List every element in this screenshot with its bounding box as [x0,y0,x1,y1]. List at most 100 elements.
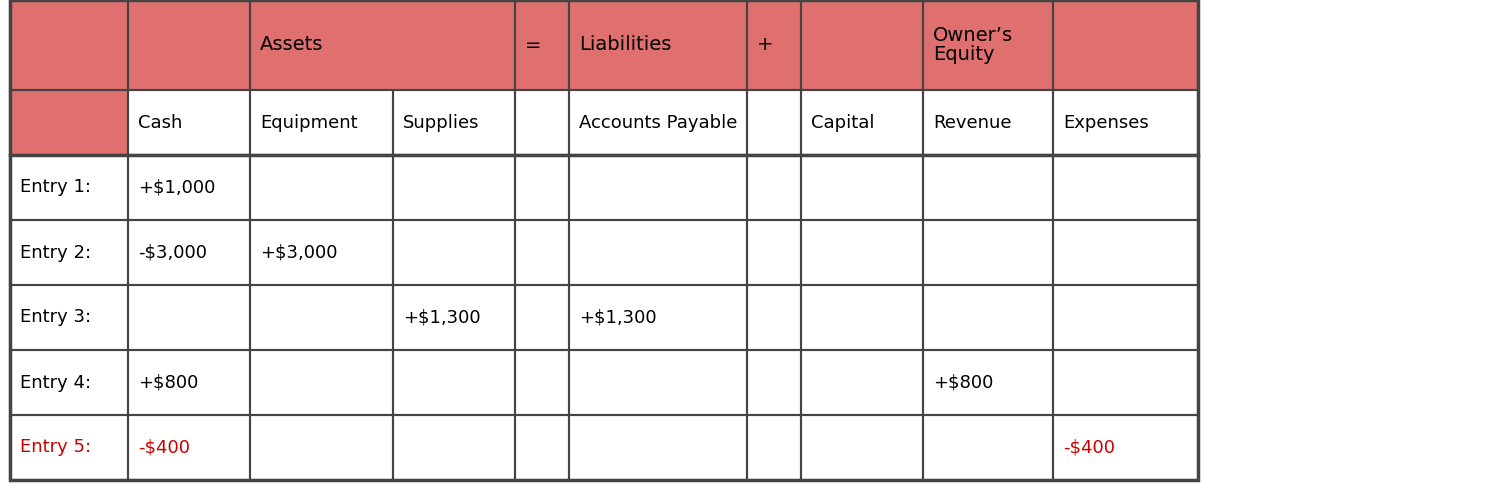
Bar [393,285,515,350]
Bar [251,0,515,90]
Bar [923,90,1052,155]
Bar [128,415,251,480]
Bar [251,220,393,285]
Bar [1052,350,1197,415]
Text: Equipment: Equipment [260,114,358,131]
Bar [251,350,393,415]
Bar [800,285,923,350]
Bar [515,415,569,480]
Text: Entry 3:: Entry 3: [20,309,91,326]
Bar [515,155,569,220]
Text: Entry 4:: Entry 4: [20,373,91,392]
Bar [569,155,747,220]
Bar [1052,90,1197,155]
Bar [128,90,251,155]
Bar [515,285,569,350]
Bar [923,415,1052,480]
Bar [800,350,923,415]
Bar [128,220,251,285]
Bar [515,220,569,285]
Bar [515,350,569,415]
Bar [251,220,393,285]
Bar [923,155,1052,220]
Bar [11,0,1197,480]
Bar [800,220,923,285]
Bar [393,155,515,220]
Bar [128,285,251,350]
Bar [923,220,1052,285]
Bar [251,285,393,350]
Bar [747,220,800,285]
Text: Assets: Assets [260,35,323,54]
Text: Equity: Equity [933,45,995,64]
Bar [128,0,251,90]
Bar [11,155,128,220]
Bar [747,155,800,220]
Bar [515,415,569,480]
Bar [569,350,747,415]
Text: -$400: -$400 [1063,439,1114,457]
Bar [923,220,1052,285]
Bar [569,155,747,220]
Bar [251,90,393,155]
Text: Entry 5:: Entry 5: [20,439,91,457]
Bar [569,220,747,285]
Bar [800,415,923,480]
Bar [393,415,515,480]
Text: -$3,000: -$3,000 [137,244,207,262]
Bar [515,90,569,155]
Bar [393,155,515,220]
Text: Entry 2:: Entry 2: [20,244,91,262]
Bar [800,285,923,350]
Bar [11,0,128,90]
Bar [251,90,393,155]
Text: =: = [525,35,542,54]
Text: +: + [757,35,773,54]
Bar [128,350,251,415]
Bar [515,285,569,350]
Text: +$1,300: +$1,300 [578,309,657,326]
Bar [747,285,800,350]
Bar [747,350,800,415]
Bar [251,155,393,220]
Bar [923,415,1052,480]
Bar [393,90,515,155]
Bar [923,285,1052,350]
Bar [1052,285,1197,350]
Bar [747,90,800,155]
Bar [800,90,923,155]
Bar [923,285,1052,350]
Bar [393,90,515,155]
Text: Accounts Payable: Accounts Payable [578,114,737,131]
Text: Supplies: Supplies [403,114,480,131]
Bar [393,415,515,480]
Bar [393,220,515,285]
Bar [515,350,569,415]
Bar [1052,415,1197,480]
Text: +$1,000: +$1,000 [137,178,216,196]
Bar [569,90,747,155]
Bar [800,0,923,90]
Text: Cash: Cash [137,114,183,131]
Bar [251,415,393,480]
Bar [800,155,923,220]
Text: +$3,000: +$3,000 [260,244,338,262]
Text: -$400: -$400 [137,439,190,457]
Bar [747,90,800,155]
Bar [747,285,800,350]
Bar [569,285,747,350]
Bar [515,155,569,220]
Bar [747,0,800,90]
Bar [1052,285,1197,350]
Bar [128,285,251,350]
Bar [569,90,747,155]
Bar [11,415,128,480]
Bar [747,0,800,90]
Bar [251,415,393,480]
Bar [251,155,393,220]
Text: Revenue: Revenue [933,114,1012,131]
Bar [393,350,515,415]
Bar [515,220,569,285]
Bar [800,220,923,285]
Bar [1052,350,1197,415]
